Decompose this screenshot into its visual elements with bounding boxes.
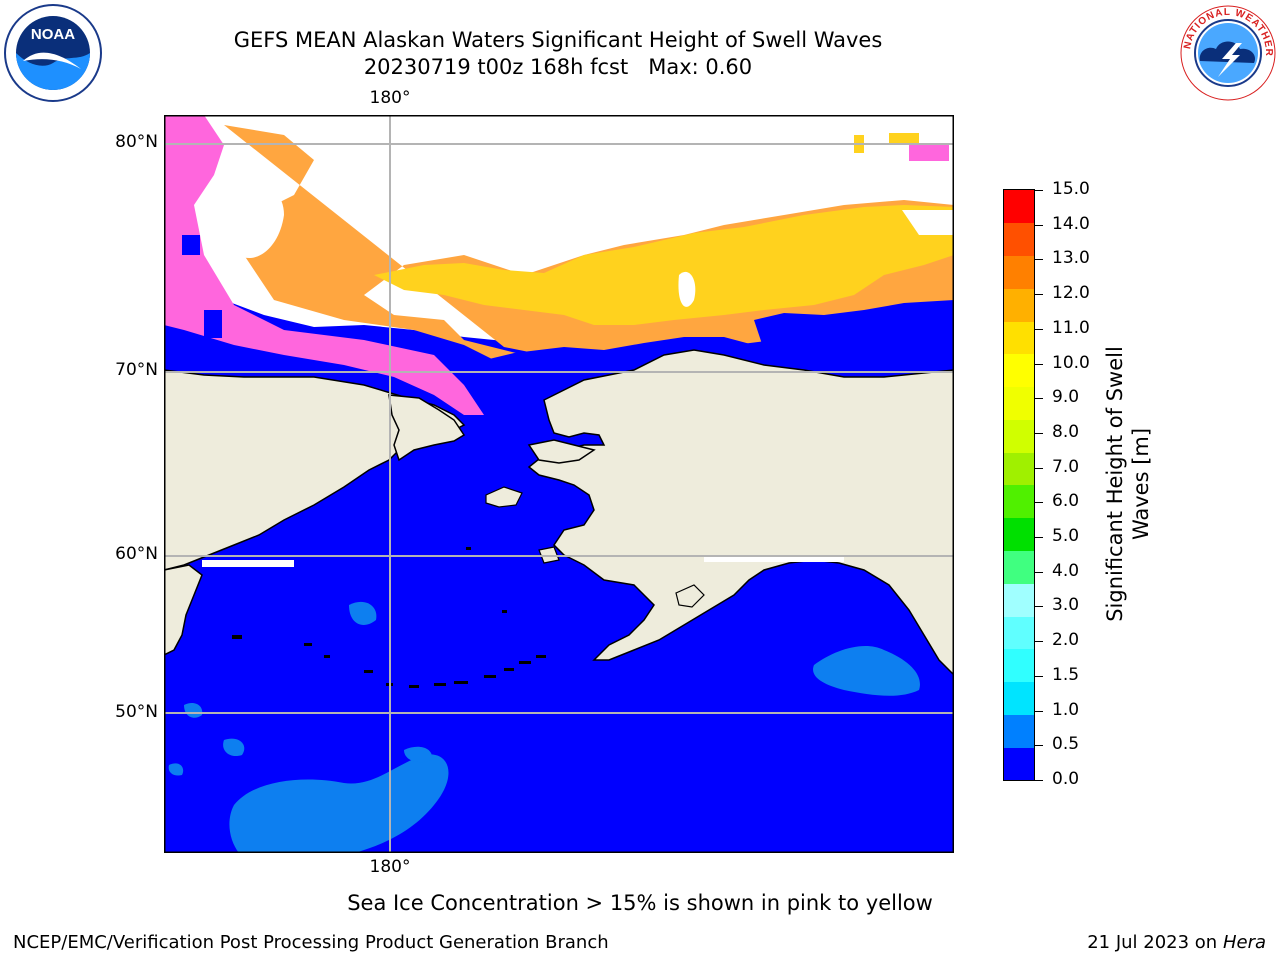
colorbar-tick-label: 8.0 [1052,421,1080,442]
footer-host: Hera [1222,932,1266,953]
nws-logo-icon: NATIONAL WEATHER SERVICE [1178,3,1276,101]
lat-label-50n: 50°N [115,702,158,722]
colorbar-segment [1004,648,1034,683]
colorbar-tick-label: 13.0 [1052,248,1090,269]
colorbar-tick-mark [1035,224,1043,226]
sea-ice-note: Sea Ice Concentration > 15% is shown in … [347,891,933,915]
colorbar-tick-mark [1035,780,1043,781]
colorbar-tick-mark [1035,363,1043,365]
lon-label-bottom: 180° [369,857,411,877]
colorbar-tick-label: 11.0 [1052,317,1090,338]
colorbar-tick-label: 4.0 [1052,560,1080,581]
colorbar-tick-mark [1035,641,1043,643]
colorbar-tick-mark [1035,745,1043,747]
colorbar-tick-label: 14.0 [1052,213,1090,234]
colorbar-tick-mark [1035,606,1043,608]
footer-left: NCEP/EMC/Verification Post Processing Pr… [13,932,609,953]
colorbar-tick-mark [1035,675,1043,677]
colorbar-tick-mark [1035,432,1043,434]
colorbar-tick-label: 12.0 [1052,283,1090,304]
colorbar-tick-label: 0.5 [1052,734,1080,755]
colorbar-tick-label: 3.0 [1052,595,1080,616]
map-gridlines [164,115,954,853]
colorbar-tick-mark [1035,328,1043,330]
colorbar-segment [1004,485,1034,519]
lon-label-top: 180° [369,88,411,108]
sea-ice-yellow [374,205,954,325]
colorbar-tick-label: 5.0 [1052,526,1080,547]
lat-label-70n: 70°N [115,360,158,380]
colorbar-segment [1004,255,1034,289]
colorbar-tick-label: 6.0 [1052,491,1080,512]
colorbar-segment [1004,288,1034,322]
colorbar-segment [1004,681,1034,715]
colorbar-tick-label: 1.0 [1052,699,1080,720]
colorbar-segment [1004,452,1034,486]
noaa-logo-text: NOAA [31,26,75,43]
chart-title-line-2: 20230719 t00z 168h fcst Max: 0.60 [363,55,753,79]
colorbar-segment [1004,583,1034,617]
colorbar-tick-mark [1035,259,1043,261]
colorbar-segment [1004,353,1034,388]
colorbar-tick-mark [1035,502,1043,504]
chart-title-line-1: GEFS MEAN Alaskan Waters Significant Hei… [233,28,883,52]
colorbar-tick-label: 7.0 [1052,456,1080,477]
colorbar-segment [1004,321,1034,355]
colorbar-tick-mark [1035,537,1043,539]
colorbar-segment [1004,616,1034,650]
colorbar-tick-mark [1035,467,1043,469]
colorbar-tick-label: 0.0 [1052,769,1080,789]
colorbar-tick-mark [1035,571,1043,573]
lat-label-80n: 80°N [115,132,158,152]
colorbar-segment [1004,747,1034,781]
colorbar-tick-mark [1035,710,1043,712]
st-lawrence-island [485,486,523,508]
lat-label-60n: 60°N [115,544,158,564]
map-panel [164,115,954,853]
footer-right: 21 Jul 2023 on Hera [1087,932,1266,953]
colorbar-segment [1004,190,1034,224]
colorbar-tick-mark [1035,294,1043,296]
sea-ice-pink [164,115,484,415]
footer-date: 21 Jul 2023 on [1087,932,1223,953]
colorbar-segment [1004,419,1034,453]
colorbar-label-line-2: Waves [m] [1129,427,1153,541]
colorbar-segment [1004,222,1034,257]
colorbar-tick-label: 10.0 [1052,352,1090,373]
colorbar-segment [1004,714,1034,748]
land-kamchatka [164,564,203,656]
swell-patches [168,601,920,853]
colorbar-tick-label: 9.0 [1052,387,1080,408]
noaa-logo-icon: NOAA [4,4,102,102]
colorbar-tick-label: 2.0 [1052,630,1080,651]
beaufort-sea [754,300,954,365]
colorbar-segment [1004,386,1034,420]
colorbar-tick-label: 15.0 [1052,179,1090,199]
colorbar-segment [1004,550,1034,584]
colorbar-label: Significant Height of Swell Waves [m] [1102,346,1154,622]
colorbar-tick-mark [1035,398,1043,400]
colorbar-segment [1004,517,1034,552]
map-frame [164,115,954,853]
colorbar-tick-mark [1035,190,1043,191]
colorbar [1003,189,1035,781]
colorbar-label-line-1: Significant Height of Swell [1103,346,1127,622]
colorbar-tick-label: 1.5 [1052,664,1080,685]
